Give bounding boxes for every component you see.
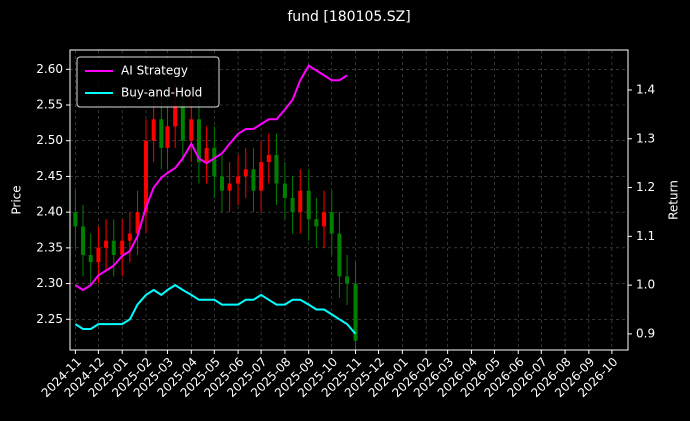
legend-box — [76, 56, 220, 108]
candle-body — [104, 240, 109, 248]
candle-body — [73, 212, 78, 227]
candle-body — [151, 119, 156, 141]
plot-frame — [69, 49, 629, 351]
candle-body — [298, 190, 303, 213]
candle-body — [227, 183, 232, 191]
candle-body — [204, 147, 209, 163]
y2-tick-label: 0.9 — [636, 326, 655, 340]
candle-body — [180, 105, 185, 141]
candle-body — [88, 255, 93, 263]
candle-body — [266, 155, 271, 163]
candle-body — [314, 219, 319, 227]
chart-title: fund [180105.SZ] — [287, 9, 410, 25]
y-tick-label: 2.35 — [36, 240, 63, 254]
candle-body — [329, 212, 334, 234]
candle-body — [322, 212, 327, 227]
y2-tick-label: 1.0 — [636, 278, 655, 292]
candle-body — [189, 119, 194, 141]
candle-body — [135, 212, 140, 234]
legend-label: Buy-and-Hold — [121, 86, 202, 100]
candle-body — [290, 197, 295, 213]
y-tick-label: 2.45 — [36, 169, 63, 183]
candle-body — [345, 276, 350, 284]
candle-body — [111, 240, 116, 255]
line-series — [74, 64, 348, 292]
candle-body — [243, 169, 248, 177]
y2-axis-label: Return — [667, 180, 681, 220]
candle-body — [212, 147, 217, 177]
candle-body — [96, 247, 101, 263]
candle-body — [196, 119, 201, 163]
candle-body — [282, 183, 287, 198]
candle-body — [81, 226, 86, 255]
y-tick-label: 2.60 — [36, 62, 63, 76]
y-tick-label: 2.55 — [36, 98, 63, 112]
candle-body — [120, 240, 125, 255]
candle-body — [219, 176, 224, 191]
y2-tick-label: 1.3 — [636, 131, 655, 145]
candle-body — [353, 283, 358, 341]
candle-body — [173, 105, 178, 127]
candle-body — [306, 190, 311, 220]
candle-body — [236, 176, 241, 184]
y-tick-label: 2.50 — [36, 133, 63, 147]
line-series — [74, 283, 357, 335]
plot-area — [73, 64, 358, 350]
y-axis-label: Price — [10, 185, 24, 214]
y-tick-label: 2.25 — [36, 312, 63, 326]
candle-body — [274, 155, 279, 184]
candle-body — [159, 119, 164, 148]
legend-label: AI Strategy — [121, 64, 188, 78]
candle-body — [127, 233, 132, 241]
candle-body — [165, 126, 170, 148]
y2-tick-label: 1.1 — [636, 229, 655, 243]
candle-body — [143, 140, 148, 213]
y-tick-label: 2.40 — [36, 205, 63, 219]
y2-tick-label: 1.4 — [636, 83, 655, 97]
y2-tick-label: 1.2 — [636, 180, 655, 194]
candle-body — [337, 233, 342, 277]
candle-body — [251, 169, 256, 191]
candle-body — [259, 162, 264, 191]
y-tick-label: 2.30 — [36, 276, 63, 290]
